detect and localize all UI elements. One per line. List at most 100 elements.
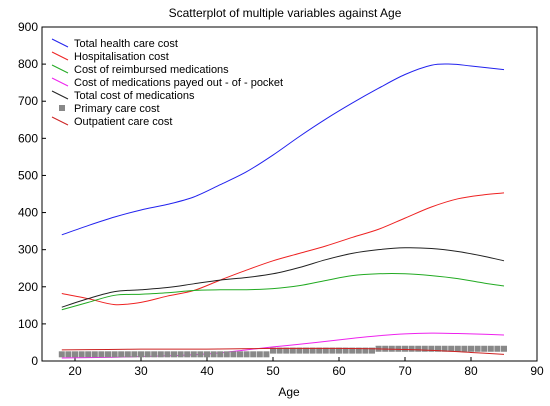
x-axis: 20 30 40 50 60 70 80 90 (68, 357, 544, 378)
legend-label: Total cost of medications (74, 90, 195, 102)
chart-title: Scatterplot of multiple variables agains… (169, 6, 402, 20)
y-tick-label: 800 (18, 57, 38, 71)
data-point (270, 347, 276, 354)
data-point (197, 351, 204, 358)
series-line (61, 192, 505, 306)
data-point (461, 345, 468, 352)
legend-item-outpatient-care-cost: Outpatient care cost (51, 116, 172, 128)
data-point (421, 345, 428, 352)
x-tick-label: 70 (398, 364, 412, 378)
y-tick-label: 900 (18, 20, 38, 34)
data-point (454, 345, 461, 352)
data-point (468, 345, 474, 352)
legend-swatch (51, 51, 69, 61)
legend-label: Primary care cost (74, 103, 160, 115)
y-tick-label: 500 (18, 168, 38, 182)
data-point (349, 347, 356, 354)
series-cost-of-reimbursed-medications (61, 273, 505, 311)
x-tick-label: 20 (68, 364, 82, 378)
legend-swatch (51, 116, 69, 126)
series-hospitalisation-cost (61, 192, 505, 306)
series-line (61, 273, 505, 311)
legend-item-cost-of-medications-payed-out-of-pocket: Cost of medications payed out - of - poc… (51, 77, 283, 89)
x-tick-label: 30 (134, 364, 148, 378)
data-point (65, 351, 72, 358)
data-point (481, 345, 488, 352)
data-point (223, 351, 230, 358)
data-point (256, 351, 263, 358)
x-tick-label: 90 (530, 364, 544, 378)
data-point (164, 351, 171, 358)
x-tick-label: 50 (266, 364, 280, 378)
data-point (118, 351, 125, 358)
data-point (289, 347, 296, 354)
y-tick-label: 300 (18, 243, 38, 257)
legend-swatch (51, 38, 69, 48)
series-line (61, 347, 505, 355)
data-point (415, 345, 422, 352)
legend-swatch (51, 77, 69, 87)
data-point (487, 345, 494, 352)
legend-label: Total health care cost (74, 38, 178, 50)
y-tick-label: 200 (18, 280, 38, 294)
series-outpatient-care-cost (61, 347, 505, 355)
legend-swatch (51, 90, 69, 100)
data-point (501, 345, 507, 352)
data-point (237, 351, 243, 358)
data-point (243, 351, 250, 358)
data-point (402, 345, 408, 352)
data-point (91, 351, 98, 358)
series-line (61, 63, 505, 236)
data-point (435, 345, 441, 352)
series-primary-care-cost (58, 345, 507, 358)
legend-item-total-health-care-cost: Total health care cost (51, 38, 178, 50)
data-point (322, 347, 329, 354)
data-point (250, 351, 257, 358)
data-point (395, 345, 402, 352)
plot-frame (41, 26, 538, 362)
data-point (131, 351, 138, 358)
data-point (190, 351, 197, 358)
x-tick-label: 60 (332, 364, 346, 378)
data-point (309, 347, 316, 354)
y-tick-label: 600 (18, 131, 38, 145)
x-axis-label: Age (278, 385, 300, 399)
data-point (494, 345, 501, 352)
legend-swatch (59, 105, 65, 111)
data-point (283, 347, 290, 354)
data-point (111, 351, 118, 358)
data-point (177, 351, 184, 358)
y-axis: 0 100 200 300 400 500 600 700 800 900 (18, 20, 46, 368)
data-point (329, 347, 336, 354)
data-point (78, 351, 85, 358)
data-point (204, 351, 210, 358)
data-point (157, 351, 164, 358)
data-point (316, 347, 323, 354)
data-point (474, 345, 481, 352)
data-point (448, 345, 455, 352)
data-point (362, 347, 369, 354)
legend-item-hospitalisation-cost: Hospitalisation cost (51, 51, 169, 63)
data-point (217, 351, 224, 358)
data-point (171, 351, 177, 358)
data-point (342, 347, 349, 354)
y-tick-label: 100 (18, 317, 38, 331)
data-point (336, 347, 342, 354)
data-point (441, 345, 448, 352)
y-tick-label: 0 (31, 354, 38, 368)
data-point (263, 351, 270, 358)
data-point (98, 351, 105, 358)
data-point (138, 351, 144, 358)
data-point (105, 351, 111, 358)
data-point (72, 351, 78, 358)
legend-label: Cost of reimbursed medications (74, 64, 229, 76)
legend-label: Hospitalisation cost (74, 51, 169, 63)
data-point (369, 347, 375, 354)
legend-label: Outpatient care cost (74, 116, 172, 128)
data-point (355, 347, 362, 354)
x-tick-label: 40 (200, 364, 214, 378)
data-point (144, 351, 151, 358)
series-total-cost-of-medications (61, 247, 505, 308)
